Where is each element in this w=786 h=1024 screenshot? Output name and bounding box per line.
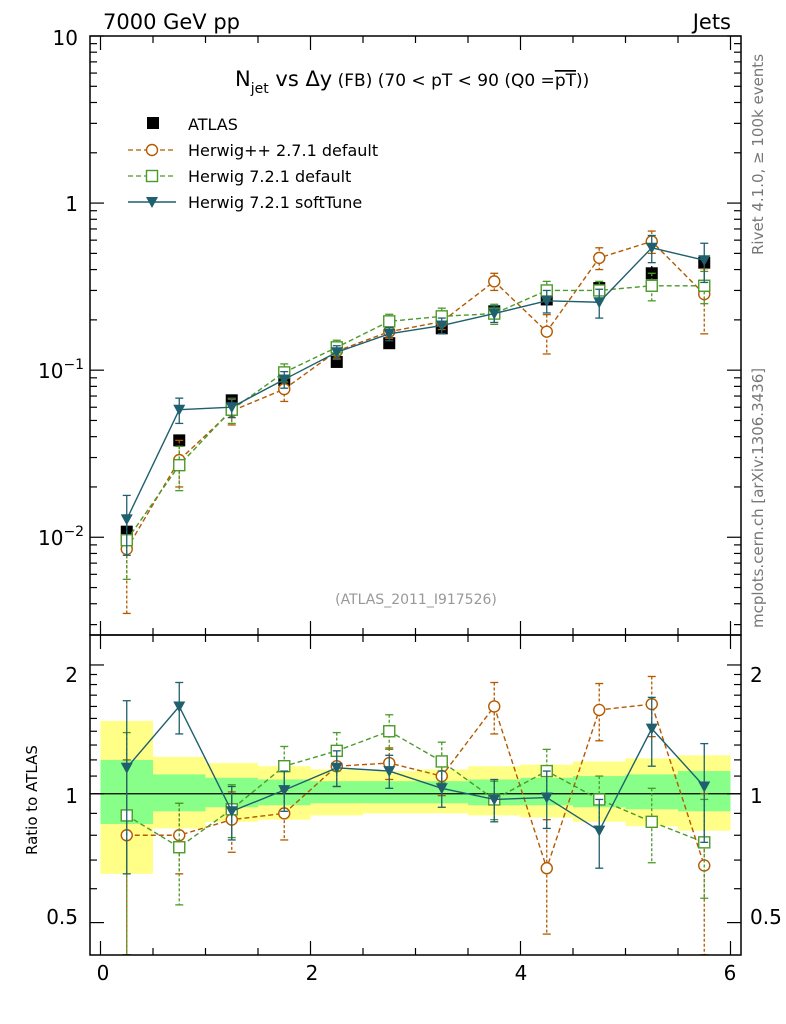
ratio-point bbox=[488, 794, 501, 806]
main-point bbox=[645, 242, 658, 254]
main-ytick-0.01: 10−2 bbox=[38, 524, 84, 550]
main-series-3 bbox=[120, 234, 711, 556]
main-ytick-1: 1 bbox=[65, 192, 78, 216]
main-series-2 bbox=[120, 270, 711, 580]
chart-title: Njet vs Δy (FB) (70 < pT < 90 (Q0 =pT)) bbox=[235, 67, 589, 97]
main-ytick-0.1: 10−1 bbox=[38, 357, 84, 383]
main-point bbox=[488, 275, 501, 288]
ratio-band-green bbox=[310, 781, 363, 804]
main-series-0 bbox=[120, 254, 711, 545]
ratio-ytick-0.5-right: 0.5 bbox=[750, 905, 782, 929]
ratio-point bbox=[383, 725, 396, 738]
ratio-series bbox=[120, 675, 711, 956]
main-point bbox=[540, 295, 553, 307]
header-right: Jets bbox=[691, 10, 731, 34]
ratio-ytick-2: 2 bbox=[65, 663, 78, 687]
ratio-series-1 bbox=[120, 714, 711, 956]
mcplots-label: mcplots.cern.ch [arXiv:1306.3436] bbox=[749, 368, 767, 628]
ratio-series-2 bbox=[120, 681, 711, 875]
ratio-point bbox=[698, 781, 711, 793]
ratio-point bbox=[435, 755, 448, 768]
main-point bbox=[173, 404, 186, 416]
ratio-ytick-1-right: 1 bbox=[750, 784, 763, 808]
main-line-2 bbox=[126, 285, 705, 541]
header-left: 7000 GeV pp bbox=[103, 10, 240, 34]
ratio-point bbox=[278, 760, 291, 773]
main-point bbox=[330, 347, 343, 359]
main-point bbox=[540, 325, 553, 338]
main-point bbox=[383, 328, 396, 340]
ratio-line-0 bbox=[126, 703, 705, 871]
ratio-point bbox=[173, 701, 186, 713]
ratio-point bbox=[593, 825, 606, 837]
ratio-band-green bbox=[363, 781, 416, 804]
legend-label-atlas: ATLAS bbox=[188, 115, 238, 134]
main-series bbox=[120, 230, 711, 615]
legend-marker-herwig7-softtune bbox=[146, 197, 158, 208]
ratio-point bbox=[540, 862, 553, 875]
ratio-ytick-1: 1 bbox=[65, 784, 78, 808]
ratio-point bbox=[645, 723, 658, 735]
ratio-point bbox=[645, 815, 658, 829]
ratio-point bbox=[593, 703, 606, 717]
main-point bbox=[593, 297, 606, 309]
main-point bbox=[645, 279, 658, 292]
legend: ATLAS Herwig++ 2.7.1 default Herwig 7.2.… bbox=[128, 115, 378, 212]
main-line-1 bbox=[126, 240, 705, 550]
xtick-6: 6 bbox=[724, 961, 737, 985]
ratio-point bbox=[330, 762, 343, 774]
analysis-watermark: (ATLAS_2011_I917526) bbox=[335, 592, 497, 608]
ratio-ylabel: Ratio to ATLAS bbox=[23, 745, 41, 855]
rivet-label: Rivet 4.1.0, ≥ 100k events bbox=[749, 54, 767, 255]
ratio-line-2 bbox=[126, 705, 705, 832]
ratio-point bbox=[225, 806, 238, 818]
legend-marker-atlas bbox=[147, 117, 159, 129]
ratio-point bbox=[383, 766, 396, 778]
main-point bbox=[278, 374, 291, 386]
legend-label-herwigpp: Herwig++ 2.7.1 default bbox=[188, 141, 378, 160]
ratio-line-1 bbox=[126, 730, 705, 849]
ratio-bands bbox=[100, 720, 731, 874]
legend-marker-herwig7-default bbox=[145, 169, 159, 183]
ratio-ytick-0.5: 0.5 bbox=[46, 905, 78, 929]
ratio-point bbox=[435, 783, 448, 795]
main-point bbox=[225, 402, 238, 414]
legend-marker-herwigpp bbox=[145, 143, 159, 157]
main-line-3 bbox=[126, 247, 705, 520]
main-point bbox=[120, 514, 133, 526]
main-point bbox=[173, 458, 186, 472]
legend-label-herwig7-softtune: Herwig 7.2.1 softTune bbox=[188, 193, 362, 212]
main-point bbox=[383, 315, 396, 328]
main-point bbox=[435, 320, 448, 332]
legend-label-herwig7-default: Herwig 7.2.1 default bbox=[188, 167, 351, 186]
ratio-point bbox=[278, 785, 291, 797]
ratio-point bbox=[488, 700, 501, 713]
axis-ticks bbox=[90, 35, 741, 955]
ratio-point bbox=[173, 841, 186, 854]
xtick-0: 0 bbox=[97, 961, 110, 985]
main-point bbox=[593, 251, 606, 265]
ratio-ytick-2-right: 2 bbox=[750, 663, 763, 687]
xtick-4: 4 bbox=[515, 961, 528, 985]
ratio-point bbox=[120, 762, 133, 774]
main-point bbox=[698, 255, 711, 267]
main-ytick-10: 10 bbox=[53, 26, 78, 50]
ratio-point bbox=[540, 792, 553, 804]
xtick-2: 2 bbox=[306, 961, 319, 985]
main-point bbox=[488, 308, 501, 320]
